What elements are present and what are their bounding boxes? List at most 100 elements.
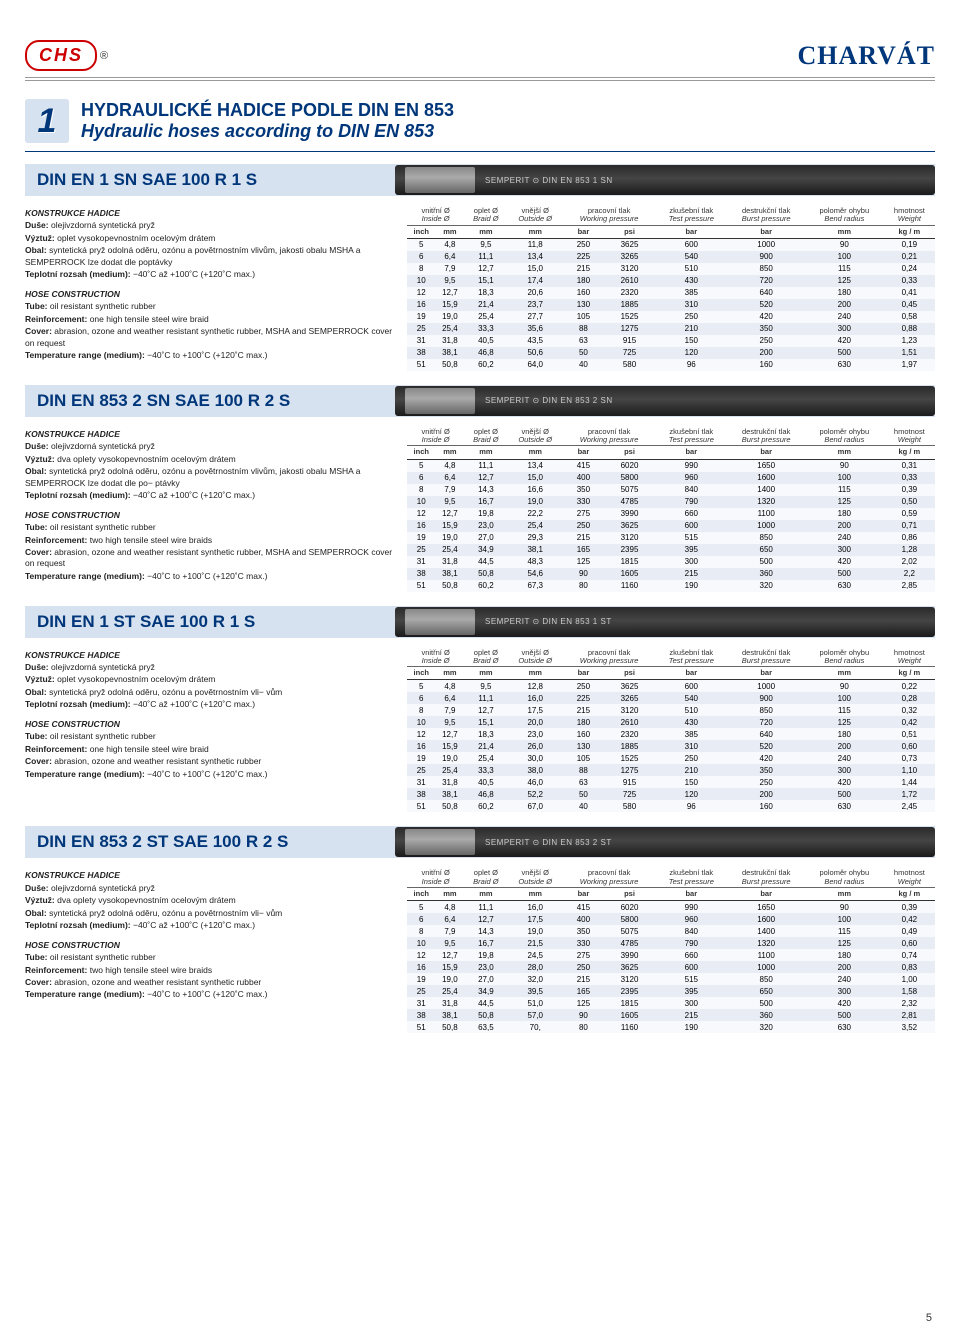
table-cell: 18,3 <box>464 287 507 299</box>
table-cell: 9,5 <box>436 937 465 949</box>
table-cell: 1600 <box>727 472 805 484</box>
table-cell: 250 <box>655 311 727 323</box>
table-cell: 5 <box>407 901 436 914</box>
col-header: poloměr ohybuBend radius <box>805 206 884 225</box>
table-cell: 80 <box>563 1021 604 1033</box>
table-cell: 19 <box>407 311 436 323</box>
col-header: vnitřní ØInside Ø <box>407 868 464 887</box>
table-cell: 150 <box>655 776 727 788</box>
table-cell: 500 <box>727 556 805 568</box>
table-cell: 0,83 <box>884 961 935 973</box>
table-cell: 4,8 <box>436 238 465 251</box>
table-cell: 30,0 <box>508 752 563 764</box>
unit-header: mm <box>436 887 465 900</box>
table-cell: 650 <box>727 544 805 556</box>
table-cell: 215 <box>563 973 604 985</box>
table-cell: 1,10 <box>884 764 935 776</box>
table-cell: 300 <box>805 764 884 776</box>
table-cell: 2,32 <box>884 997 935 1009</box>
hose-image: SEMPERIT ⊙ DIN EN 853 1 SN <box>395 165 935 195</box>
table-cell: 115 <box>805 484 884 496</box>
table-cell: 580 <box>604 800 655 812</box>
table-cell: 12,7 <box>464 263 507 275</box>
table-cell: 16,7 <box>464 496 507 508</box>
unit-header: bar <box>563 667 604 680</box>
table-cell: 850 <box>727 263 805 275</box>
table-cell: 0,49 <box>884 925 935 937</box>
table-cell: 600 <box>655 520 727 532</box>
table-cell: 96 <box>655 359 727 371</box>
table-cell: 12,7 <box>464 913 507 925</box>
table-cell: 7,9 <box>436 484 465 496</box>
table-cell: 4,8 <box>436 459 465 472</box>
table-cell: 15,0 <box>508 263 563 275</box>
unit-header: bar <box>655 887 727 900</box>
col-header: pracovní tlakWorking pressure <box>563 868 655 887</box>
table-cell: 420 <box>805 556 884 568</box>
table-cell: 0,71 <box>884 520 935 532</box>
table-row: 3838,150,854,69016052153605002,2 <box>407 568 935 580</box>
table-cell: 26,0 <box>508 740 563 752</box>
table-cell: 2610 <box>604 716 655 728</box>
table-cell: 1,44 <box>884 776 935 788</box>
unit-header: mm <box>508 667 563 680</box>
table-cell: 180 <box>805 728 884 740</box>
table-row: 5150,860,267,040580961606302,45 <box>407 800 935 812</box>
table-cell: 11,1 <box>464 692 507 704</box>
table-cell: 11,1 <box>464 251 507 263</box>
table-cell: 500 <box>805 347 884 359</box>
table-cell: 210 <box>655 323 727 335</box>
table-cell: 125 <box>563 556 604 568</box>
table-cell: 7,9 <box>436 263 465 275</box>
hose-image: SEMPERIT ⊙ DIN EN 853 1 ST <box>395 607 935 637</box>
table-cell: 28,0 <box>508 961 563 973</box>
unit-header: psi <box>604 667 655 680</box>
table-cell: 3120 <box>604 263 655 275</box>
table-cell: 1600 <box>727 913 805 925</box>
col-header: vnější ØOutside Ø <box>508 206 563 225</box>
table-cell: 5 <box>407 680 436 693</box>
section-title-row: DIN EN 853 2 ST SAE 100 R 2 SSEMPERIT ⊙ … <box>25 826 935 858</box>
table-cell: 0,60 <box>884 937 935 949</box>
table-cell: 125 <box>805 496 884 508</box>
table-cell: 720 <box>727 716 805 728</box>
table-cell: 21,5 <box>508 937 563 949</box>
table-cell: 1,97 <box>884 359 935 371</box>
table-cell: 165 <box>563 544 604 556</box>
table-cell: 790 <box>655 496 727 508</box>
section-title-row: DIN EN 1 ST SAE 100 R 1 SSEMPERIT ⊙ DIN … <box>25 606 935 638</box>
description-column: KONSTRUKCE HADICEDuše: olejivzdorná synt… <box>25 648 395 813</box>
table-row: 54,811,113,441560209901650900,31 <box>407 459 935 472</box>
table-cell: 12,7 <box>436 508 465 520</box>
table-cell: 190 <box>655 1021 727 1033</box>
unit-header: mm <box>436 225 465 238</box>
table-cell: 80 <box>563 580 604 592</box>
table-cell: 200 <box>727 347 805 359</box>
table-cell: 17,5 <box>508 704 563 716</box>
table-cell: 23,0 <box>464 961 507 973</box>
table-cell: 0,19 <box>884 238 935 251</box>
table-cell: 9,5 <box>464 238 507 251</box>
logo-badge: CHS <box>25 40 97 71</box>
col-header: poloměr ohybuBend radius <box>805 868 884 887</box>
spec-table: vnitřní ØInside Øoplet ØBraid Øvnější ØO… <box>407 206 935 371</box>
table-cell: 46,8 <box>464 347 507 359</box>
table-cell: 1885 <box>604 740 655 752</box>
table-cell: 25,4 <box>464 311 507 323</box>
section-body: KONSTRUKCE HADICEDuše: olejivzdorná synt… <box>25 868 935 1033</box>
table-cell: 25,4 <box>508 520 563 532</box>
table-cell: 1605 <box>604 1009 655 1021</box>
table-row: 1212,718,320,616023203856401800,41 <box>407 287 935 299</box>
table-cell: 31 <box>407 997 436 1009</box>
col-header: oplet ØBraid Ø <box>464 868 507 887</box>
table-cell: 60,2 <box>464 580 507 592</box>
table-cell: 125 <box>563 997 604 1009</box>
page-header: CHS ® CHARVÁT <box>25 40 935 81</box>
table-cell: 38,1 <box>436 788 465 800</box>
table-cell: 320 <box>727 1021 805 1033</box>
col-header: destrukční tlakBurst pressure <box>727 648 805 667</box>
table-cell: 51 <box>407 800 436 812</box>
table-cell: 160 <box>727 359 805 371</box>
table-cell: 20,0 <box>508 716 563 728</box>
table-cell: 25,4 <box>436 764 465 776</box>
